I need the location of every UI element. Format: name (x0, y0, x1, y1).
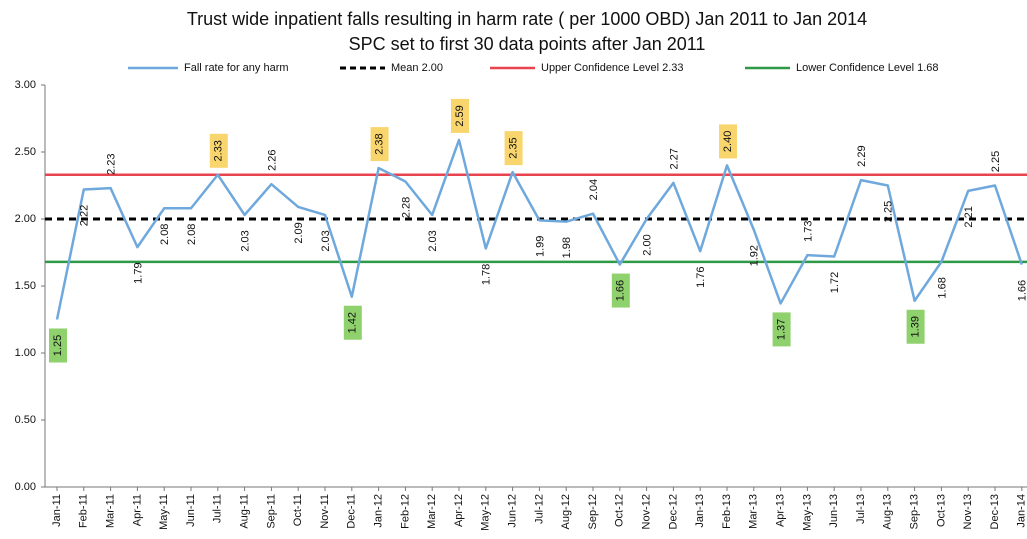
x-tick-label: May-12 (480, 494, 492, 531)
value-label: 2.38 (374, 133, 386, 154)
value-label: 1.98 (561, 237, 573, 258)
x-tick-label: Aug-13 (882, 494, 894, 529)
value-label: 2.23 (106, 153, 118, 174)
value-label: 1.73 (802, 220, 814, 241)
value-label: 2.04 (588, 179, 600, 200)
value-label: 1.99 (534, 236, 546, 257)
value-label-box (343, 305, 362, 340)
value-label: 2.25 (990, 151, 1002, 172)
value-label-box (209, 133, 228, 168)
value-label: 2.27 (668, 148, 680, 169)
x-tick-label: Jul-12 (533, 494, 545, 524)
value-label: 2.59 (454, 105, 466, 126)
x-tick-label: Jul-11 (212, 494, 224, 523)
legend-label: Fall rate for any harm (184, 62, 289, 74)
value-label-box (719, 124, 737, 159)
value-label: 1.79 (132, 262, 144, 283)
x-tick-label: Aug-11 (239, 494, 251, 529)
value-label: 2.35 (508, 137, 520, 158)
x-tick-label: Jan-14 (1016, 494, 1027, 528)
value-label: 2.22 (79, 205, 91, 226)
x-tick-label: Nov-12 (641, 494, 653, 529)
x-tick-label: Mar-13 (748, 494, 760, 529)
x-tick-label: Apr-12 (453, 494, 465, 527)
y-tick-label: 0.00 (15, 481, 36, 493)
x-tick-label: Jan-12 (373, 494, 385, 528)
x-tick-label: Sep-12 (587, 494, 599, 529)
x-tick-label: Dec-11 (346, 494, 358, 529)
value-label: 1.92 (749, 245, 761, 266)
x-tick-label: Feb-11 (78, 494, 90, 528)
x-tick-label: Mar-11 (105, 494, 117, 528)
value-label-box (906, 309, 925, 344)
value-label: 2.25 (883, 201, 895, 222)
x-tick-label: Feb-13 (721, 494, 733, 529)
x-tick-label: Jan-11 (51, 494, 63, 527)
value-label: 1.72 (829, 272, 841, 293)
value-label: 1.37 (776, 319, 788, 340)
legend-label: Mean 2.00 (391, 62, 443, 74)
x-tick-label: Oct-11 (292, 494, 304, 526)
y-tick-label: 1.00 (15, 347, 36, 359)
x-tick-label: Apr-11 (131, 494, 143, 526)
value-label: 2.33 (213, 140, 225, 161)
value-label: 1.42 (347, 312, 359, 333)
x-tick-label: Oct-13 (935, 494, 947, 527)
y-tick-label: 2.00 (15, 213, 36, 225)
value-label: 2.21 (963, 206, 975, 227)
x-tick-label: Dec-12 (667, 494, 679, 529)
y-tick-label: 0.50 (15, 414, 36, 426)
value-label: 2.08 (186, 224, 198, 245)
value-label: 2.26 (266, 149, 278, 170)
value-label: 1.78 (481, 264, 493, 285)
value-label-box (611, 273, 630, 308)
value-label-box (370, 127, 389, 162)
x-tick-label: Mar-12 (426, 494, 438, 529)
value-label: 2.03 (320, 230, 332, 251)
value-label: 1.68 (936, 277, 948, 298)
x-tick-label: Nov-11 (319, 494, 331, 529)
x-tick-label: Apr-13 (775, 494, 787, 527)
x-tick-label: Jul-13 (855, 494, 867, 524)
legend-label: Upper Confidence Level 2.33 (541, 62, 683, 74)
x-tick-label: Aug-12 (560, 494, 572, 529)
value-label-box (504, 131, 523, 166)
value-label: 2.09 (293, 222, 305, 243)
value-label-box (49, 328, 67, 363)
x-tick-label: Oct-12 (614, 494, 626, 527)
value-label: 1.66 (615, 280, 627, 301)
x-tick-label: Feb-12 (399, 494, 411, 529)
x-tick-label: Jun-12 (507, 494, 519, 528)
y-tick-label: 3.00 (15, 79, 36, 91)
value-label-box (451, 98, 469, 133)
value-label: 2.03 (240, 230, 252, 251)
chart-title: Trust wide inpatient falls resulting in … (187, 9, 867, 29)
chart-subtitle: SPC set to first 30 data points after Ja… (349, 34, 706, 54)
value-label: 1.66 (1017, 280, 1027, 301)
x-tick-label: Jan-13 (694, 494, 706, 528)
value-label: 1.39 (910, 316, 922, 337)
value-label: 2.40 (722, 131, 734, 152)
x-tick-label: Dec-13 (989, 494, 1001, 529)
x-tick-label: Jun-13 (828, 494, 840, 528)
value-label: 2.08 (159, 224, 171, 245)
value-label-box (772, 312, 791, 347)
y-tick-label: 1.50 (15, 280, 36, 292)
value-label: 2.00 (642, 234, 654, 255)
data-line (55, 138, 1023, 320)
legend-label: Lower Confidence Level 1.68 (796, 62, 938, 74)
value-label: 1.25 (52, 335, 64, 356)
value-label: 2.03 (427, 230, 439, 251)
x-tick-label: Sep-11 (265, 494, 277, 529)
value-label: 2.28 (400, 197, 412, 218)
x-tick-label: May-11 (158, 494, 170, 530)
y-tick-label: 2.50 (15, 146, 36, 158)
value-label: 1.76 (695, 266, 707, 287)
x-tick-label: Sep-13 (909, 494, 921, 529)
x-tick-label: May-13 (801, 494, 813, 531)
value-label: 2.29 (856, 145, 868, 166)
x-tick-label: Nov-13 (962, 494, 974, 529)
x-tick-label: Jun-11 (185, 494, 197, 527)
